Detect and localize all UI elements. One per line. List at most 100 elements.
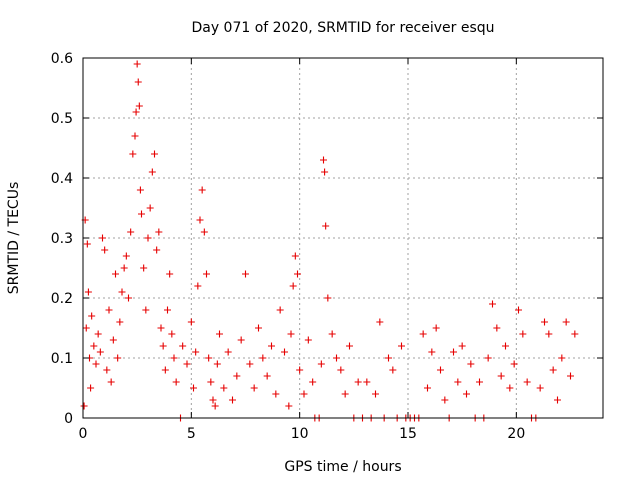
data-point [87,384,95,392]
data-point [112,270,119,278]
data-point [242,270,249,278]
x-tick-labels: 0 5 10 15 20 [79,426,526,442]
data-point [385,354,392,362]
data-point [346,342,353,350]
data-point [129,150,137,158]
data-point [432,324,440,332]
data-point [450,348,457,356]
data-point [515,306,522,314]
data-point [441,396,449,404]
data-point [159,342,167,350]
axis-ticks [82,57,603,419]
data-point [562,318,570,326]
data-point [519,330,527,338]
y-axis-label: SRMTID / TECUs [6,182,22,295]
data-point [118,288,126,296]
data-point [161,366,169,374]
data-point [502,342,509,350]
data-point [372,390,379,398]
data-point [458,342,466,350]
grid [83,58,603,418]
data-point [363,378,371,386]
data-point [317,360,325,368]
data-point [196,216,204,224]
data-point [211,402,219,410]
data-point [541,318,548,326]
data-point [291,252,299,260]
data-point [90,342,98,350]
data-point [190,384,197,392]
y-tick-label: 0.6 [51,51,73,67]
data-point [213,360,221,368]
data-point [321,168,329,176]
x-axis-label: GPS time / hours [284,459,401,475]
data-point [354,378,362,386]
data-point [328,330,336,338]
data-point [322,222,330,230]
data-point [294,270,301,278]
data-point [200,228,208,236]
data-point [216,330,223,338]
data-point [224,348,232,356]
data-point [250,384,258,392]
data-point [131,132,139,140]
data-point [296,366,304,374]
data-point [116,318,124,326]
data-point [80,402,88,410]
data-point [140,264,148,272]
data-point [523,378,531,386]
data-point [170,354,178,362]
data-point [536,384,544,392]
data-point [268,342,275,350]
data-point [122,252,130,260]
x-tick-label: 10 [291,426,309,442]
data-point [94,330,102,338]
data-point [109,336,117,344]
data-point [101,246,109,254]
data-point [82,324,90,332]
data-point [83,240,91,248]
data-point [114,354,122,362]
data-point [120,264,128,272]
data-point [287,330,295,338]
data-point [192,348,200,356]
data-point [333,354,340,362]
data-point [324,294,332,302]
data-point [510,360,518,368]
y-tick-label: 0.2 [51,291,73,307]
data-point [255,324,262,332]
data-points [80,60,579,422]
data-point [96,348,104,356]
data-point [428,348,436,356]
data-point [497,372,505,380]
data-point [337,366,345,374]
data-point [476,378,483,386]
data-point [304,336,312,344]
data-point [205,354,213,362]
data-point [179,342,187,350]
data-point [272,390,280,398]
data-point [183,360,191,368]
y-tick-label: 0.3 [51,231,73,247]
data-point [107,378,115,386]
data-point [151,150,158,158]
data-point [341,390,349,398]
data-point [155,228,163,236]
x-tick-label: 5 [187,426,196,442]
data-point [389,366,397,374]
data-point [285,402,293,410]
data-point [88,312,96,320]
data-point [289,282,297,290]
data-point [136,186,144,194]
y-tick-labels: 0 0.1 0.2 0.3 0.4 0.5 0.6 [51,51,73,427]
x-tick-label: 15 [399,426,417,442]
y-tick-label: 0.4 [51,171,73,187]
data-point [554,396,561,404]
data-point [437,366,444,374]
x-tick-label: 0 [79,426,88,442]
chart-title: Day 071 of 2020, SRMTID for receiver esq… [191,20,494,36]
data-point [103,366,111,374]
data-point [463,390,470,398]
data-point [194,282,202,290]
